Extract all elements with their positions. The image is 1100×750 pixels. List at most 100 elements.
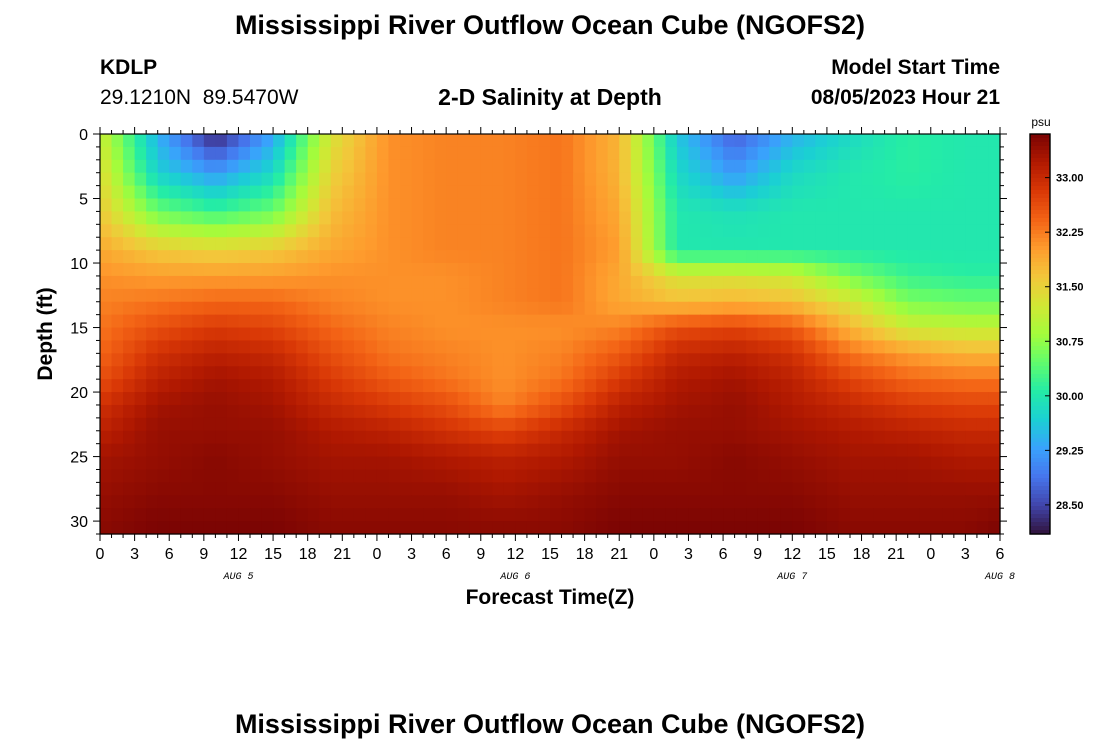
heatmap-cell xyxy=(226,353,240,367)
heatmap-cell xyxy=(111,417,124,432)
heatmap-cell xyxy=(123,353,136,367)
heatmap-cell xyxy=(723,392,736,406)
heatmap-cell xyxy=(815,146,828,161)
heatmap-cell xyxy=(342,185,355,200)
heatmap-cell xyxy=(480,443,493,458)
heatmap-cell xyxy=(884,263,897,277)
heatmap-cell xyxy=(630,443,643,458)
heatmap-cell xyxy=(711,275,724,290)
heatmap-cell xyxy=(169,198,182,213)
heatmap-cell xyxy=(688,430,701,445)
heatmap-cell xyxy=(688,379,701,393)
heatmap-cell xyxy=(457,366,470,380)
heatmap-cell xyxy=(792,430,805,445)
heatmap-cell xyxy=(919,211,932,225)
heatmap-cell xyxy=(261,340,274,354)
heatmap-cell xyxy=(365,392,378,406)
heatmap-cell xyxy=(400,404,413,419)
heatmap-cell xyxy=(723,404,736,419)
heatmap-cell xyxy=(723,288,736,303)
heatmap-cell xyxy=(573,521,586,535)
heatmap-cell xyxy=(896,288,909,303)
heatmap-cell xyxy=(942,198,955,213)
heatmap-cell xyxy=(284,430,297,445)
heatmap-cell xyxy=(400,456,413,471)
heatmap-cell xyxy=(619,469,632,483)
heatmap-cell xyxy=(273,340,286,354)
heatmap-cell xyxy=(815,314,828,329)
heatmap-cell xyxy=(446,159,459,174)
heatmap-cell xyxy=(711,404,724,419)
heatmap-cell xyxy=(250,482,263,496)
heatmap-cell xyxy=(526,495,540,509)
heatmap-cell xyxy=(584,327,597,342)
heatmap-cell xyxy=(250,417,263,432)
heatmap-cell xyxy=(930,443,943,458)
heatmap-cell xyxy=(307,301,320,316)
heatmap-cell xyxy=(653,443,666,458)
heatmap-cell xyxy=(584,172,597,187)
heatmap-cell xyxy=(423,366,436,380)
heatmap-cell xyxy=(965,224,978,238)
heatmap-cell xyxy=(388,224,401,238)
heatmap-cell xyxy=(365,353,378,367)
heatmap-cell xyxy=(226,456,240,471)
heatmap-cell xyxy=(792,250,805,264)
chart-subtitle: 2-D Salinity at Depth xyxy=(438,84,662,110)
heatmap-cell xyxy=(746,263,759,277)
heatmap-cell xyxy=(169,521,182,535)
heatmap-cell xyxy=(365,224,378,238)
heatmap-cell xyxy=(400,443,413,458)
heatmap-cell xyxy=(238,198,251,213)
heatmap-cell xyxy=(896,495,909,509)
heatmap-cell xyxy=(446,404,459,419)
heatmap-cell xyxy=(192,237,205,251)
heatmap-cell xyxy=(157,379,170,393)
heatmap-cell xyxy=(653,482,666,496)
heatmap-cell xyxy=(988,521,1001,535)
heatmap-cell xyxy=(676,250,690,264)
heatmap-cell xyxy=(215,469,228,483)
heatmap-cell xyxy=(134,521,147,535)
heatmap-cell xyxy=(792,185,805,200)
heatmap-cell xyxy=(734,456,747,471)
heatmap-cell xyxy=(896,521,909,535)
heatmap-cell xyxy=(607,443,620,458)
model-start-label: Model Start Time xyxy=(831,56,1000,79)
heatmap-cell xyxy=(157,469,170,483)
heatmap-cell xyxy=(284,456,297,471)
heatmap-cell xyxy=(561,314,574,329)
heatmap-cell xyxy=(550,159,563,174)
heatmap-cell xyxy=(965,134,978,148)
heatmap-cell xyxy=(515,508,528,522)
heatmap-cell xyxy=(319,366,332,380)
heatmap-cell xyxy=(988,134,1001,148)
heatmap-cell xyxy=(630,172,643,187)
heatmap-cell xyxy=(584,340,597,354)
heatmap-cell xyxy=(826,146,840,161)
heatmap-cell xyxy=(953,404,966,419)
y-tick-label: 10 xyxy=(70,256,88,273)
heatmap-cell xyxy=(550,185,563,200)
heatmap-cell xyxy=(192,146,205,161)
heatmap-cell xyxy=(573,430,586,445)
heatmap-cell xyxy=(515,250,528,264)
heatmap-cell xyxy=(688,456,701,471)
heatmap-cell xyxy=(146,443,159,458)
heatmap-cell xyxy=(665,146,678,161)
heatmap-cell xyxy=(457,211,470,225)
heatmap-cell xyxy=(226,146,240,161)
heatmap-cell xyxy=(653,469,666,483)
heatmap-cell xyxy=(619,134,632,148)
heatmap-cell xyxy=(757,250,770,264)
heatmap-cell xyxy=(238,482,251,496)
heatmap-cell xyxy=(434,250,447,264)
heatmap-cell xyxy=(180,134,193,148)
heatmap-cell xyxy=(134,456,147,471)
heatmap-cell xyxy=(942,495,955,509)
heatmap-cell xyxy=(296,198,309,213)
heatmap-cell xyxy=(342,250,355,264)
heatmap-cell xyxy=(353,482,366,496)
heatmap-cell xyxy=(376,134,390,148)
heatmap-cell xyxy=(134,301,147,316)
